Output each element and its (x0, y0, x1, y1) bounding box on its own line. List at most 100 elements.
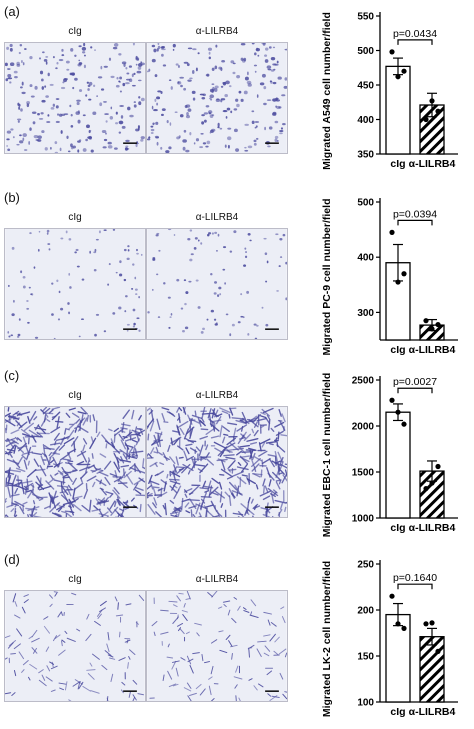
micrograph-treated (146, 590, 288, 702)
data-point (389, 49, 394, 54)
y-tick-label: 250 (357, 560, 374, 571)
data-point (395, 410, 400, 415)
micrograph-control (4, 42, 146, 154)
y-tick-label: 1000 (352, 514, 375, 525)
panel-label: (a) (4, 4, 20, 19)
micrograph-image (147, 229, 287, 339)
y-axis-label: Migrated PC-9 cell number/field (321, 199, 333, 356)
chart-svg: Migrated EBC-1 cell number/field 1000 1500… (316, 368, 470, 540)
x-tick-label: α-LILRB4 (409, 344, 456, 356)
bar-chart: Migrated PC-9 cell number/field 300 400 500… (316, 190, 470, 367)
y-tick-label: 2500 (352, 376, 375, 387)
micrograph-caption: cIg (4, 574, 146, 585)
p-value-label: p=0.0027 (393, 376, 437, 388)
chart-svg: Migrated LK-2 cell number/field 100 150 200… (316, 552, 470, 724)
micrograph-image (147, 591, 287, 701)
y-tick-label: 350 (357, 150, 374, 161)
panel-label: (d) (4, 552, 20, 567)
micrograph-caption: α-LILRB4 (146, 574, 288, 585)
p-value-label: p=0.0434 (393, 28, 437, 40)
data-point (423, 318, 428, 323)
x-tick-label: cIg (390, 158, 405, 170)
micrograph-image (147, 43, 287, 153)
data-point (395, 74, 400, 79)
micrograph-background (5, 229, 144, 339)
panel-label: (c) (4, 368, 19, 383)
data-point (423, 117, 428, 122)
bar (420, 637, 444, 702)
micrograph-image (147, 407, 287, 517)
data-point (429, 480, 434, 485)
y-tick-label: 100 (357, 698, 374, 709)
x-tick-label: α-LILRB4 (409, 158, 456, 170)
y-tick-label: 150 (357, 652, 374, 663)
y-tick-label: 450 (357, 81, 374, 92)
significance-bracket (398, 388, 432, 393)
micrograph-caption: cIg (4, 212, 146, 223)
data-point (401, 626, 406, 631)
x-tick-label: cIg (390, 522, 405, 534)
y-tick-label: 400 (357, 253, 374, 264)
micrograph-treated (146, 42, 288, 154)
bar-chart: Migrated A549 cell number/field 350 400 450… (316, 4, 470, 181)
bar (386, 66, 410, 154)
x-tick-label: cIg (390, 344, 405, 356)
data-point (435, 464, 440, 469)
micrograph-caption: α-LILRB4 (146, 212, 288, 223)
y-tick-label: 1500 (352, 468, 375, 479)
data-point (389, 594, 394, 599)
data-point (401, 271, 406, 276)
data-point (401, 69, 406, 74)
y-tick-label: 200 (357, 606, 374, 617)
y-tick-label: 400 (357, 115, 374, 126)
bar-chart: Migrated EBC-1 cell number/field 1000 1500… (316, 368, 470, 545)
data-point (395, 621, 400, 626)
data-point (423, 486, 428, 491)
micrograph-image (5, 407, 145, 517)
p-value-label: p=0.1640 (393, 572, 437, 584)
data-point (423, 621, 428, 626)
data-point (389, 230, 394, 235)
y-tick-label: 300 (357, 308, 374, 319)
data-point (401, 422, 406, 427)
bar-chart: Migrated LK-2 cell number/field 100 150 200… (316, 552, 470, 729)
micrograph-control (4, 590, 146, 702)
data-point (435, 322, 440, 327)
y-tick-label: 500 (357, 198, 374, 209)
micrograph-caption: cIg (4, 390, 146, 401)
significance-bracket (398, 584, 432, 589)
micrograph-treated (146, 406, 288, 518)
data-point (389, 398, 394, 403)
micrograph-control (4, 228, 146, 340)
data-point (435, 649, 440, 654)
data-point (395, 279, 400, 284)
micrograph-image (5, 591, 145, 701)
micrograph-image (5, 229, 145, 339)
y-axis-label: Migrated LK-2 cell number/field (321, 561, 333, 717)
significance-bracket (398, 220, 432, 225)
x-tick-label: α-LILRB4 (409, 706, 456, 718)
micrograph-caption: cIg (4, 26, 146, 37)
data-point (429, 326, 434, 331)
y-axis-label: Migrated A549 cell number/field (321, 12, 333, 170)
y-tick-label: 500 (357, 46, 374, 57)
chart-svg: Migrated A549 cell number/field 350 400 450… (316, 4, 470, 176)
data-point (435, 109, 440, 114)
y-tick-label: 2000 (352, 422, 375, 433)
chart-svg: Migrated PC-9 cell number/field 300 400 500… (316, 190, 470, 362)
bar (386, 412, 410, 518)
p-value-label: p=0.0394 (393, 208, 437, 220)
data-point (429, 98, 434, 103)
significance-bracket (398, 40, 432, 45)
micrograph-control (4, 406, 146, 518)
micrograph-caption: α-LILRB4 (146, 26, 288, 37)
micrograph-treated (146, 228, 288, 340)
data-point (429, 620, 434, 625)
x-tick-label: α-LILRB4 (409, 522, 456, 534)
y-axis-label: Migrated EBC-1 cell number/field (321, 373, 333, 538)
micrograph-caption: α-LILRB4 (146, 390, 288, 401)
panel-label: (b) (4, 190, 20, 205)
y-tick-label: 550 (357, 12, 374, 23)
micrograph-image (5, 43, 145, 153)
x-tick-label: cIg (390, 706, 405, 718)
